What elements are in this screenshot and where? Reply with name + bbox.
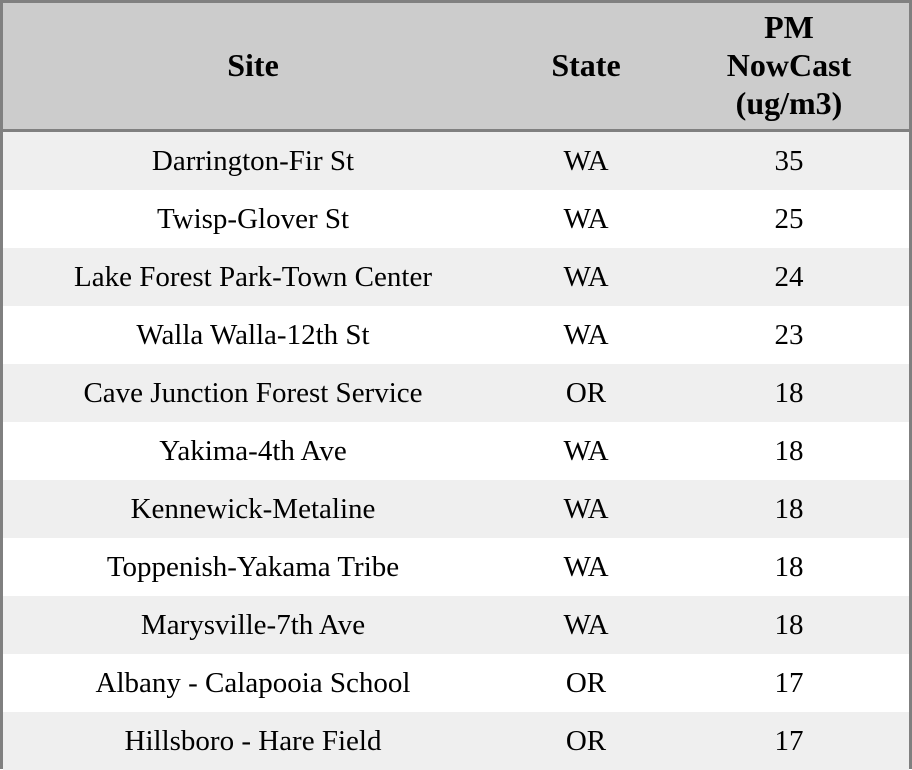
cell-site: Cave Junction Forest Service <box>3 364 503 422</box>
cell-state: WA <box>503 190 669 248</box>
cell-site: Lake Forest Park-Town Center <box>3 248 503 306</box>
cell-state: WA <box>503 480 669 538</box>
cell-pm-nowcast-value: 18 <box>669 422 909 480</box>
table-header: Site State PM NowCast (ug/m3) <box>3 3 909 131</box>
cell-state: OR <box>503 364 669 422</box>
column-header-site: Site <box>3 3 503 131</box>
cell-pm-nowcast-value: 18 <box>669 364 909 422</box>
cell-pm-nowcast-value: 23 <box>669 306 909 364</box>
cell-state: OR <box>503 712 669 770</box>
pm-nowcast-table: Site State PM NowCast (ug/m3) Darrington… <box>3 3 909 770</box>
cell-state: OR <box>503 654 669 712</box>
cell-state: WA <box>503 131 669 191</box>
cell-site: Toppenish-Yakama Tribe <box>3 538 503 596</box>
column-header-state-label: State <box>503 47 669 85</box>
cell-site: Marysville-7th Ave <box>3 596 503 654</box>
cell-pm-nowcast-value: 18 <box>669 596 909 654</box>
cell-site: Twisp-Glover St <box>3 190 503 248</box>
cell-state: WA <box>503 596 669 654</box>
column-header-state: State <box>503 3 669 131</box>
cell-pm-nowcast-value: 35 <box>669 131 909 191</box>
cell-pm-nowcast-value: 17 <box>669 712 909 770</box>
table-header-row: Site State PM NowCast (ug/m3) <box>3 3 909 131</box>
column-header-pm-nowcast: PM NowCast (ug/m3) <box>669 3 909 131</box>
cell-pm-nowcast-value: 17 <box>669 654 909 712</box>
cell-site: Yakima-4th Ave <box>3 422 503 480</box>
cell-site: Hillsboro - Hare Field <box>3 712 503 770</box>
cell-pm-nowcast-value: 18 <box>669 480 909 538</box>
cell-state: WA <box>503 306 669 364</box>
cell-state: WA <box>503 248 669 306</box>
cell-state: WA <box>503 538 669 596</box>
cell-pm-nowcast-value: 18 <box>669 538 909 596</box>
cell-pm-nowcast-value: 24 <box>669 248 909 306</box>
cell-site: Albany - Calapooia School <box>3 654 503 712</box>
cell-site: Walla Walla-12th St <box>3 306 503 364</box>
column-header-pm-nowcast-label: PM NowCast (ug/m3) <box>669 9 909 122</box>
cell-pm-nowcast-value: 25 <box>669 190 909 248</box>
cell-site: Darrington-Fir St <box>3 131 503 191</box>
column-header-site-label: Site <box>3 47 503 85</box>
cell-site: Kennewick-Metaline <box>3 480 503 538</box>
cell-state: WA <box>503 422 669 480</box>
